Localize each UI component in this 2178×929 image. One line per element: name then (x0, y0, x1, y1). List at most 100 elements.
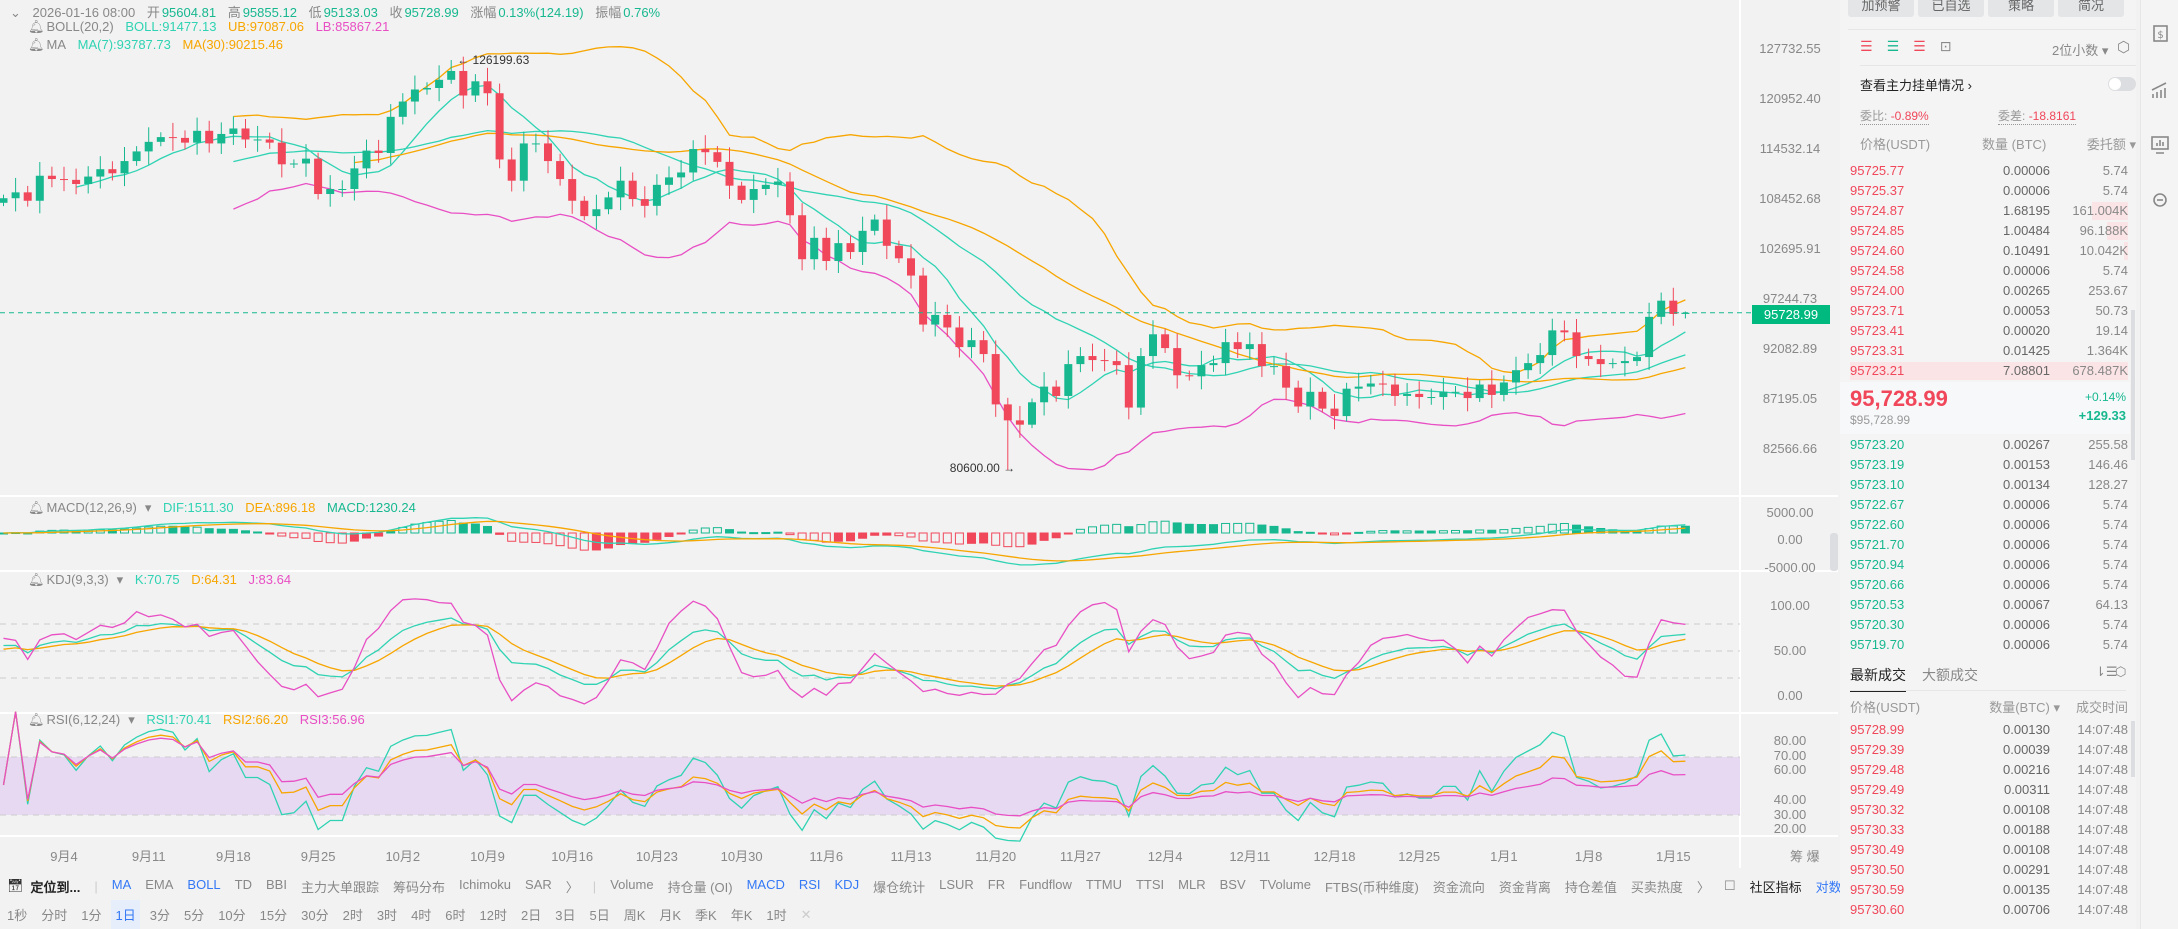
kline-chart[interactable]: ← 126199.63 80600.00 → (0, 0, 1838, 870)
sub-indicator-13[interactable]: TVolume (1259, 876, 1311, 892)
interval-13[interactable]: 12时 (479, 908, 507, 923)
candle[interactable] (761, 184, 770, 190)
candle[interactable] (1052, 386, 1061, 396)
candle[interactable] (846, 243, 855, 253)
ask-row[interactable]: 95724.60 0.10491 10.042K (1850, 241, 2128, 261)
sub-indicator-8[interactable]: Fundflow (1019, 876, 1072, 892)
candle[interactable] (1633, 357, 1641, 362)
candle[interactable] (1681, 312, 1690, 314)
candle[interactable] (786, 181, 794, 216)
more-sub-indicators-button[interactable]: 〉 (1696, 879, 1710, 895)
sub-indicator-17[interactable]: 持仓差值 (1564, 879, 1617, 895)
sub-indicator-3[interactable]: RSI (798, 876, 821, 892)
candle[interactable] (350, 168, 359, 190)
sub-indicator-16[interactable]: 资金背离 (1498, 879, 1551, 895)
candle[interactable] (1596, 359, 1605, 365)
interval-1[interactable]: 分时 (41, 908, 68, 923)
sub-indicator-2[interactable]: MACD (746, 876, 785, 892)
candle[interactable] (72, 179, 81, 185)
candle[interactable] (822, 237, 831, 262)
bid-row[interactable]: 95723.19 0.00153 146.46 (1850, 455, 2128, 475)
candle[interactable] (156, 137, 165, 142)
main-orders-toggle[interactable] (2108, 77, 2136, 91)
community-indicators-button[interactable]: 社区指标 (1749, 879, 1802, 895)
interval-12[interactable]: 6时 (445, 908, 466, 923)
ask-row[interactable]: 95724.87 1.68195 161.004K (1850, 201, 2128, 221)
candle[interactable] (616, 180, 625, 198)
candle[interactable] (11, 192, 20, 199)
candle[interactable] (1294, 387, 1303, 407)
interval-18[interactable]: 月K (659, 908, 682, 923)
interval-6[interactable]: 10分 (218, 908, 246, 923)
candle[interactable] (1257, 344, 1266, 367)
candle[interactable] (773, 181, 782, 185)
sub-indicator-0[interactable]: Volume (610, 876, 654, 892)
sub-indicator-4[interactable]: KDJ (834, 876, 860, 892)
candle[interactable] (0, 198, 8, 203)
interval-5[interactable]: 5分 (183, 908, 205, 923)
candle[interactable] (23, 192, 32, 201)
indicator-0[interactable]: MA (111, 876, 132, 892)
candle[interactable] (1499, 382, 1508, 395)
bid-row[interactable]: 95720.94 0.00006 5.74 (1850, 555, 2128, 575)
orderbook-asks-icon[interactable]: ☰ (1913, 38, 1926, 54)
bid-row[interactable]: 95722.60 0.00006 5.74 (1850, 515, 2128, 535)
sub-indicator-15[interactable]: 资金流向 (1432, 879, 1485, 895)
sub-indicator-18[interactable]: 买卖热度 (1630, 879, 1683, 895)
candle[interactable] (1028, 402, 1036, 425)
candle[interactable] (1306, 391, 1315, 407)
candle[interactable] (1439, 391, 1448, 398)
trend-chart-icon[interactable] (2150, 80, 2170, 100)
interval-2[interactable]: 1分 (81, 908, 102, 923)
dollar-icon[interactable]: $ (2150, 24, 2170, 44)
candle[interactable] (531, 143, 540, 145)
dropdown-icon[interactable]: ▾ (144, 500, 152, 515)
candle[interactable] (1245, 344, 1254, 350)
calendar-icon[interactable]: 📅︎ (7, 878, 24, 893)
candle[interactable] (882, 219, 891, 246)
candle[interactable] (798, 215, 807, 260)
indicator-5[interactable]: 主力大单跟踪 (300, 879, 379, 895)
interval-7[interactable]: 15分 (259, 908, 288, 923)
candle[interactable] (60, 179, 68, 181)
interval-15[interactable]: 3日 (555, 908, 576, 923)
bell-icon[interactable]: 🔔︎ (28, 500, 45, 515)
candle[interactable] (1366, 383, 1375, 387)
candle[interactable] (47, 175, 56, 180)
close-icon[interactable]: ✕ (800, 906, 812, 922)
bid-row[interactable]: 95723.10 0.00134 128.27 (1850, 475, 2128, 495)
candle[interactable] (725, 161, 734, 186)
candle[interactable] (495, 93, 504, 160)
amount-header[interactable]: 委托额 ▾ (2086, 137, 2136, 152)
candle[interactable] (1354, 386, 1363, 389)
candle[interactable] (677, 172, 686, 178)
candle[interactable] (810, 237, 819, 260)
candle[interactable] (435, 79, 444, 88)
candle[interactable] (1548, 330, 1557, 356)
candle[interactable] (544, 143, 552, 162)
bell-icon[interactable]: 🔔︎ (28, 572, 45, 587)
main-orders-link[interactable]: 查看主力挂单情况 › (1860, 78, 1972, 93)
candle[interactable] (217, 133, 226, 144)
ask-row[interactable]: 95725.37 0.00006 5.74 (1850, 181, 2128, 201)
candle[interactable] (568, 179, 577, 201)
candle[interactable] (556, 161, 565, 180)
candle[interactable] (314, 158, 323, 195)
bid-row[interactable]: 95720.66 0.00006 5.74 (1850, 575, 2128, 595)
candle[interactable] (1330, 408, 1339, 417)
locate-button[interactable]: 定位到... (30, 879, 81, 895)
sub-indicator-9[interactable]: TTMU (1085, 876, 1122, 892)
indicator-6[interactable]: 筹码分布 (393, 879, 446, 895)
candle[interactable] (507, 159, 516, 181)
candle[interactable] (1342, 388, 1351, 417)
candle[interactable] (1209, 363, 1218, 366)
candle[interactable] (410, 89, 419, 102)
monitor-chart-icon[interactable] (2150, 135, 2170, 155)
candle[interactable] (1161, 334, 1170, 349)
add-window-icon[interactable]: ⊡ (1939, 38, 1952, 54)
ma-legend[interactable]: 🔔︎ MA MA(7):93787.73 MA(30):90215.46 (28, 37, 291, 53)
candle[interactable] (592, 209, 601, 217)
candle[interactable] (1584, 356, 1593, 360)
interval-0[interactable]: 1秒 (7, 908, 28, 923)
candle[interactable] (132, 151, 141, 162)
